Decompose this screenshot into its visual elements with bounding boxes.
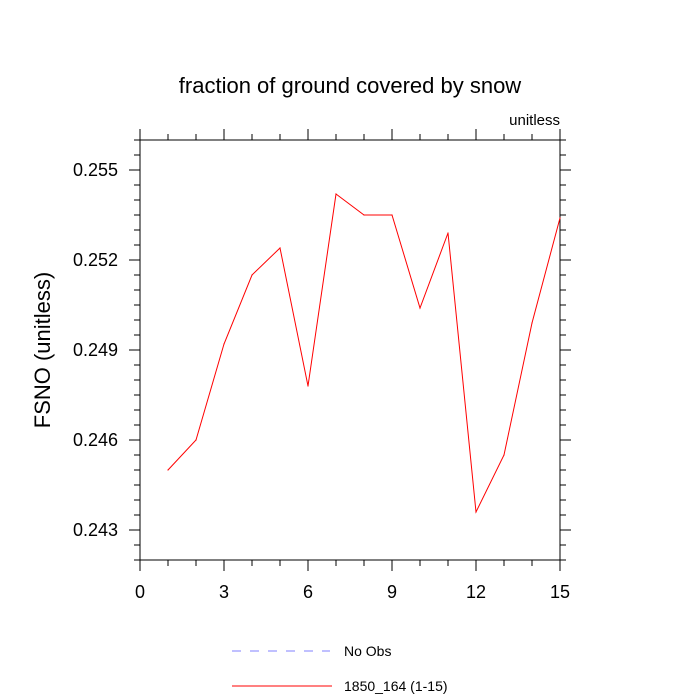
plot-frame	[139, 139, 561, 561]
y-axis-label: FSNO (unitless)	[30, 271, 55, 429]
data-point	[223, 343, 225, 345]
data-point	[251, 274, 253, 276]
data-point	[391, 214, 393, 216]
data-point	[307, 385, 309, 387]
y-tick-label: 0.255	[73, 160, 118, 180]
data-point	[279, 247, 281, 249]
y-tick-label: 0.252	[73, 250, 118, 270]
series-layer	[167, 193, 561, 514]
y-tick-label: 0.249	[73, 340, 118, 360]
data-point	[475, 511, 477, 513]
data-point	[531, 322, 533, 324]
y-axis-ticks: 0.243 0.246 0.249 0.252 0.255	[73, 139, 571, 561]
data-point	[195, 439, 197, 441]
data-point	[447, 232, 449, 234]
data-point	[559, 217, 561, 219]
x-tick-label: 12	[466, 582, 486, 602]
data-point	[503, 454, 505, 456]
units-label: unitless	[509, 112, 560, 129]
legend-entry-series: 1850_164 (1-15)	[344, 678, 448, 694]
data-point	[363, 214, 365, 216]
y-tick-label: 0.243	[73, 520, 118, 540]
x-tick-label: 3	[219, 582, 229, 602]
data-point	[419, 307, 421, 309]
legend	[232, 650, 332, 687]
y-tick-label: 0.246	[73, 430, 118, 450]
chart-title: fraction of ground covered by snow	[178, 73, 522, 98]
x-tick-label: 15	[550, 582, 570, 602]
legend-entry-no-obs: No Obs	[344, 643, 392, 659]
data-point	[335, 193, 337, 195]
x-tick-label: 0	[135, 582, 145, 602]
x-tick-label: 6	[303, 582, 313, 602]
data-point	[167, 469, 169, 471]
x-tick-label: 9	[387, 582, 397, 602]
series-line	[167, 193, 561, 514]
x-axis-ticks: 0 3 6 9 12 15	[135, 129, 570, 602]
